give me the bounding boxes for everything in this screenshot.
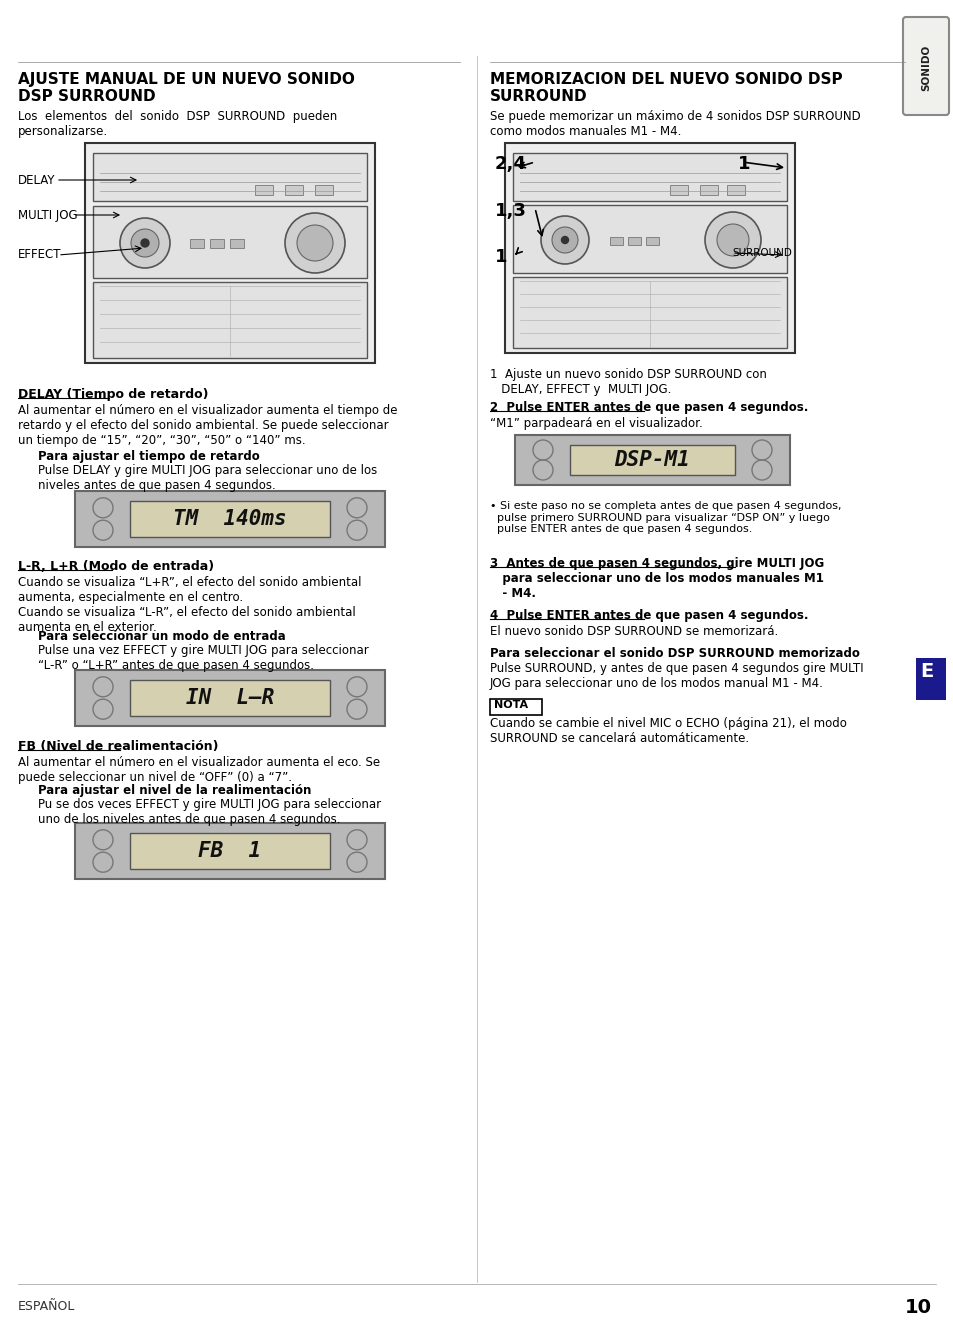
Bar bbox=[130, 681, 330, 717]
Text: SURROUND: SURROUND bbox=[490, 89, 587, 104]
Text: ESPAÑOL: ESPAÑOL bbox=[18, 1300, 75, 1313]
Bar bbox=[285, 185, 303, 194]
Text: MULTI JOG: MULTI JOG bbox=[18, 209, 77, 221]
Text: Al aumentar el número en el visualizador aumenta el eco. Se
puede seleccionar un: Al aumentar el número en el visualizador… bbox=[18, 757, 379, 785]
Text: 10: 10 bbox=[904, 1297, 931, 1317]
Text: NOTA: NOTA bbox=[494, 701, 528, 710]
Text: SURROUND: SURROUND bbox=[731, 248, 791, 258]
Text: Al aumentar el número en el visualizador aumenta el tiempo de
retardo y el efect: Al aumentar el número en el visualizador… bbox=[18, 404, 397, 448]
Text: 3  Antes de que pasen 4 segundos, gire MULTI JOG
   para seleccionar uno de los : 3 Antes de que pasen 4 segundos, gire MU… bbox=[490, 557, 823, 599]
Bar bbox=[85, 143, 375, 364]
Bar bbox=[254, 185, 273, 194]
Text: 1: 1 bbox=[495, 248, 507, 266]
Bar bbox=[513, 205, 786, 273]
Text: DELAY (Tiempo de retardo): DELAY (Tiempo de retardo) bbox=[18, 388, 209, 401]
Text: 1: 1 bbox=[738, 155, 750, 173]
Bar bbox=[504, 143, 794, 353]
Circle shape bbox=[285, 213, 345, 273]
Bar bbox=[915, 658, 945, 701]
Bar bbox=[75, 492, 385, 547]
Text: 2,4: 2,4 bbox=[495, 155, 526, 173]
Text: SONIDO: SONIDO bbox=[920, 45, 930, 91]
Circle shape bbox=[131, 229, 159, 257]
Text: 1  Ajuste un nuevo sonido DSP SURROUND con
   DELAY, EFFECT y  MULTI JOG.: 1 Ajuste un nuevo sonido DSP SURROUND co… bbox=[490, 368, 766, 396]
Text: Para seleccionar un modo de entrada: Para seleccionar un modo de entrada bbox=[38, 630, 286, 643]
Bar bbox=[490, 699, 541, 715]
Text: FB  1: FB 1 bbox=[198, 840, 261, 860]
Bar bbox=[513, 153, 786, 201]
Circle shape bbox=[540, 216, 588, 264]
Text: TM  140ms: TM 140ms bbox=[173, 509, 287, 529]
Text: Cuando se cambie el nivel MIC o ECHO (página 21), el modo
SURROUND se cancelará : Cuando se cambie el nivel MIC o ECHO (pá… bbox=[490, 717, 846, 745]
Bar bbox=[669, 185, 687, 194]
Circle shape bbox=[141, 238, 149, 246]
Bar bbox=[92, 153, 367, 201]
Text: Pulse una vez EFFECT y gire MULTI JOG para seleccionar
“L-R” o “L+R” antes de qu: Pulse una vez EFFECT y gire MULTI JOG pa… bbox=[38, 643, 369, 673]
Bar bbox=[75, 670, 385, 726]
Text: Para seleccionar el sonido DSP SURROUND memorizado: Para seleccionar el sonido DSP SURROUND … bbox=[490, 647, 859, 659]
Text: L-R, L+R (Modo de entrada): L-R, L+R (Modo de entrada) bbox=[18, 559, 213, 573]
Text: IN  L—R: IN L—R bbox=[186, 689, 274, 709]
Bar bbox=[314, 185, 333, 194]
Circle shape bbox=[552, 226, 578, 253]
Bar bbox=[230, 238, 244, 248]
Circle shape bbox=[120, 218, 170, 268]
Text: Cuando se visualiza “L+R”, el efecto del sonido ambiental
aumenta, especialmente: Cuando se visualiza “L+R”, el efecto del… bbox=[18, 575, 361, 603]
Text: El nuevo sonido DSP SURROUND se memorizará.: El nuevo sonido DSP SURROUND se memoriza… bbox=[490, 625, 778, 638]
Text: DSP SURROUND: DSP SURROUND bbox=[18, 89, 155, 104]
Bar bbox=[513, 277, 786, 348]
Text: EFFECT: EFFECT bbox=[18, 249, 61, 261]
Circle shape bbox=[704, 212, 760, 268]
Text: DSP-M1: DSP-M1 bbox=[614, 450, 689, 470]
Bar bbox=[569, 445, 734, 476]
Text: Los  elementos  del  sonido  DSP  SURROUND  pueden
personalizarse.: Los elementos del sonido DSP SURROUND pu… bbox=[18, 111, 337, 139]
Bar bbox=[210, 238, 224, 248]
Circle shape bbox=[561, 237, 568, 244]
Text: Se puede memorizar un máximo de 4 sonidos DSP SURROUND
como modos manuales M1 - : Se puede memorizar un máximo de 4 sonido… bbox=[490, 111, 860, 139]
Bar bbox=[75, 823, 385, 879]
Text: Cuando se visualiza “L-R”, el efecto del sonido ambiental
aumenta en el exterior: Cuando se visualiza “L-R”, el efecto del… bbox=[18, 606, 355, 634]
Text: 2  Pulse ENTER antes de que pasen 4 segundos.: 2 Pulse ENTER antes de que pasen 4 segun… bbox=[490, 401, 807, 414]
Bar bbox=[609, 237, 622, 245]
Bar bbox=[92, 282, 367, 358]
Text: Pulse DELAY y gire MULTI JOG para seleccionar uno de los
niveles antes de que pa: Pulse DELAY y gire MULTI JOG para selecc… bbox=[38, 464, 376, 492]
Bar bbox=[627, 237, 640, 245]
Text: AJUSTE MANUAL DE UN NUEVO SONIDO: AJUSTE MANUAL DE UN NUEVO SONIDO bbox=[18, 72, 355, 87]
Text: Para ajustar el nivel de la realimentación: Para ajustar el nivel de la realimentaci… bbox=[38, 785, 311, 797]
Text: 4  Pulse ENTER antes de que pasen 4 segundos.: 4 Pulse ENTER antes de que pasen 4 segun… bbox=[490, 609, 807, 622]
Bar bbox=[190, 238, 204, 248]
Text: Pulse SURROUND, y antes de que pasen 4 segundos gire MULTI
JOG para seleccionar : Pulse SURROUND, y antes de que pasen 4 s… bbox=[490, 662, 862, 690]
Text: E: E bbox=[919, 662, 932, 681]
Text: • Si este paso no se completa antes de que pasen 4 segundos,
  pulse primero SUR: • Si este paso no se completa antes de q… bbox=[490, 501, 841, 534]
Bar bbox=[130, 832, 330, 868]
Text: FB (Nivel de realimentación): FB (Nivel de realimentación) bbox=[18, 741, 218, 753]
Circle shape bbox=[296, 225, 333, 261]
Text: MEMORIZACION DEL NUEVO SONIDO DSP: MEMORIZACION DEL NUEVO SONIDO DSP bbox=[490, 72, 841, 87]
Bar bbox=[700, 185, 718, 194]
Bar bbox=[515, 436, 789, 485]
Text: 1,3: 1,3 bbox=[495, 202, 526, 220]
Text: Para ajustar el tiempo de retardo: Para ajustar el tiempo de retardo bbox=[38, 450, 259, 464]
Text: Pu se dos veces EFFECT y gire MULTI JOG para seleccionar
uno de los niveles ante: Pu se dos veces EFFECT y gire MULTI JOG … bbox=[38, 798, 381, 826]
Text: DELAY: DELAY bbox=[18, 173, 55, 186]
Bar bbox=[130, 501, 330, 537]
Text: “M1” parpadeará en el visualizador.: “M1” parpadeará en el visualizador. bbox=[490, 417, 702, 430]
Bar bbox=[645, 237, 659, 245]
Bar bbox=[92, 206, 367, 278]
FancyBboxPatch shape bbox=[902, 17, 948, 115]
Bar bbox=[726, 185, 744, 194]
Circle shape bbox=[717, 224, 748, 256]
